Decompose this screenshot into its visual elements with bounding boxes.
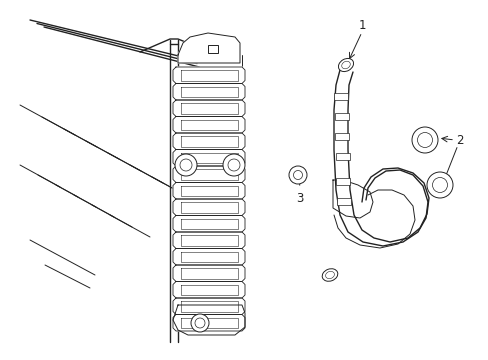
Polygon shape <box>178 33 240 63</box>
Polygon shape <box>332 180 372 218</box>
Bar <box>333 93 347 100</box>
Ellipse shape <box>288 166 306 184</box>
Polygon shape <box>173 183 244 199</box>
Polygon shape <box>173 166 244 183</box>
Bar <box>336 198 350 205</box>
Ellipse shape <box>411 127 437 153</box>
Polygon shape <box>173 67 244 84</box>
Bar <box>334 133 348 140</box>
Polygon shape <box>173 133 244 149</box>
Polygon shape <box>173 84 244 100</box>
Polygon shape <box>173 298 244 315</box>
Text: 2: 2 <box>455 134 463 147</box>
Polygon shape <box>173 232 244 248</box>
Ellipse shape <box>338 58 353 72</box>
Ellipse shape <box>426 172 452 198</box>
Polygon shape <box>173 100 244 117</box>
Ellipse shape <box>223 154 244 176</box>
Text: 1: 1 <box>358 18 365 32</box>
Bar <box>334 113 348 120</box>
Polygon shape <box>173 282 244 298</box>
Polygon shape <box>173 265 244 282</box>
Ellipse shape <box>322 269 337 281</box>
Bar <box>335 153 349 160</box>
Polygon shape <box>173 149 244 166</box>
Polygon shape <box>173 315 244 331</box>
Polygon shape <box>173 248 244 265</box>
Polygon shape <box>173 305 244 335</box>
Polygon shape <box>173 199 244 216</box>
Text: 3: 3 <box>296 192 303 204</box>
Ellipse shape <box>175 154 197 176</box>
Polygon shape <box>173 117 244 133</box>
Bar <box>207 45 218 53</box>
Polygon shape <box>173 216 244 232</box>
Ellipse shape <box>191 314 208 332</box>
Bar <box>335 178 349 185</box>
